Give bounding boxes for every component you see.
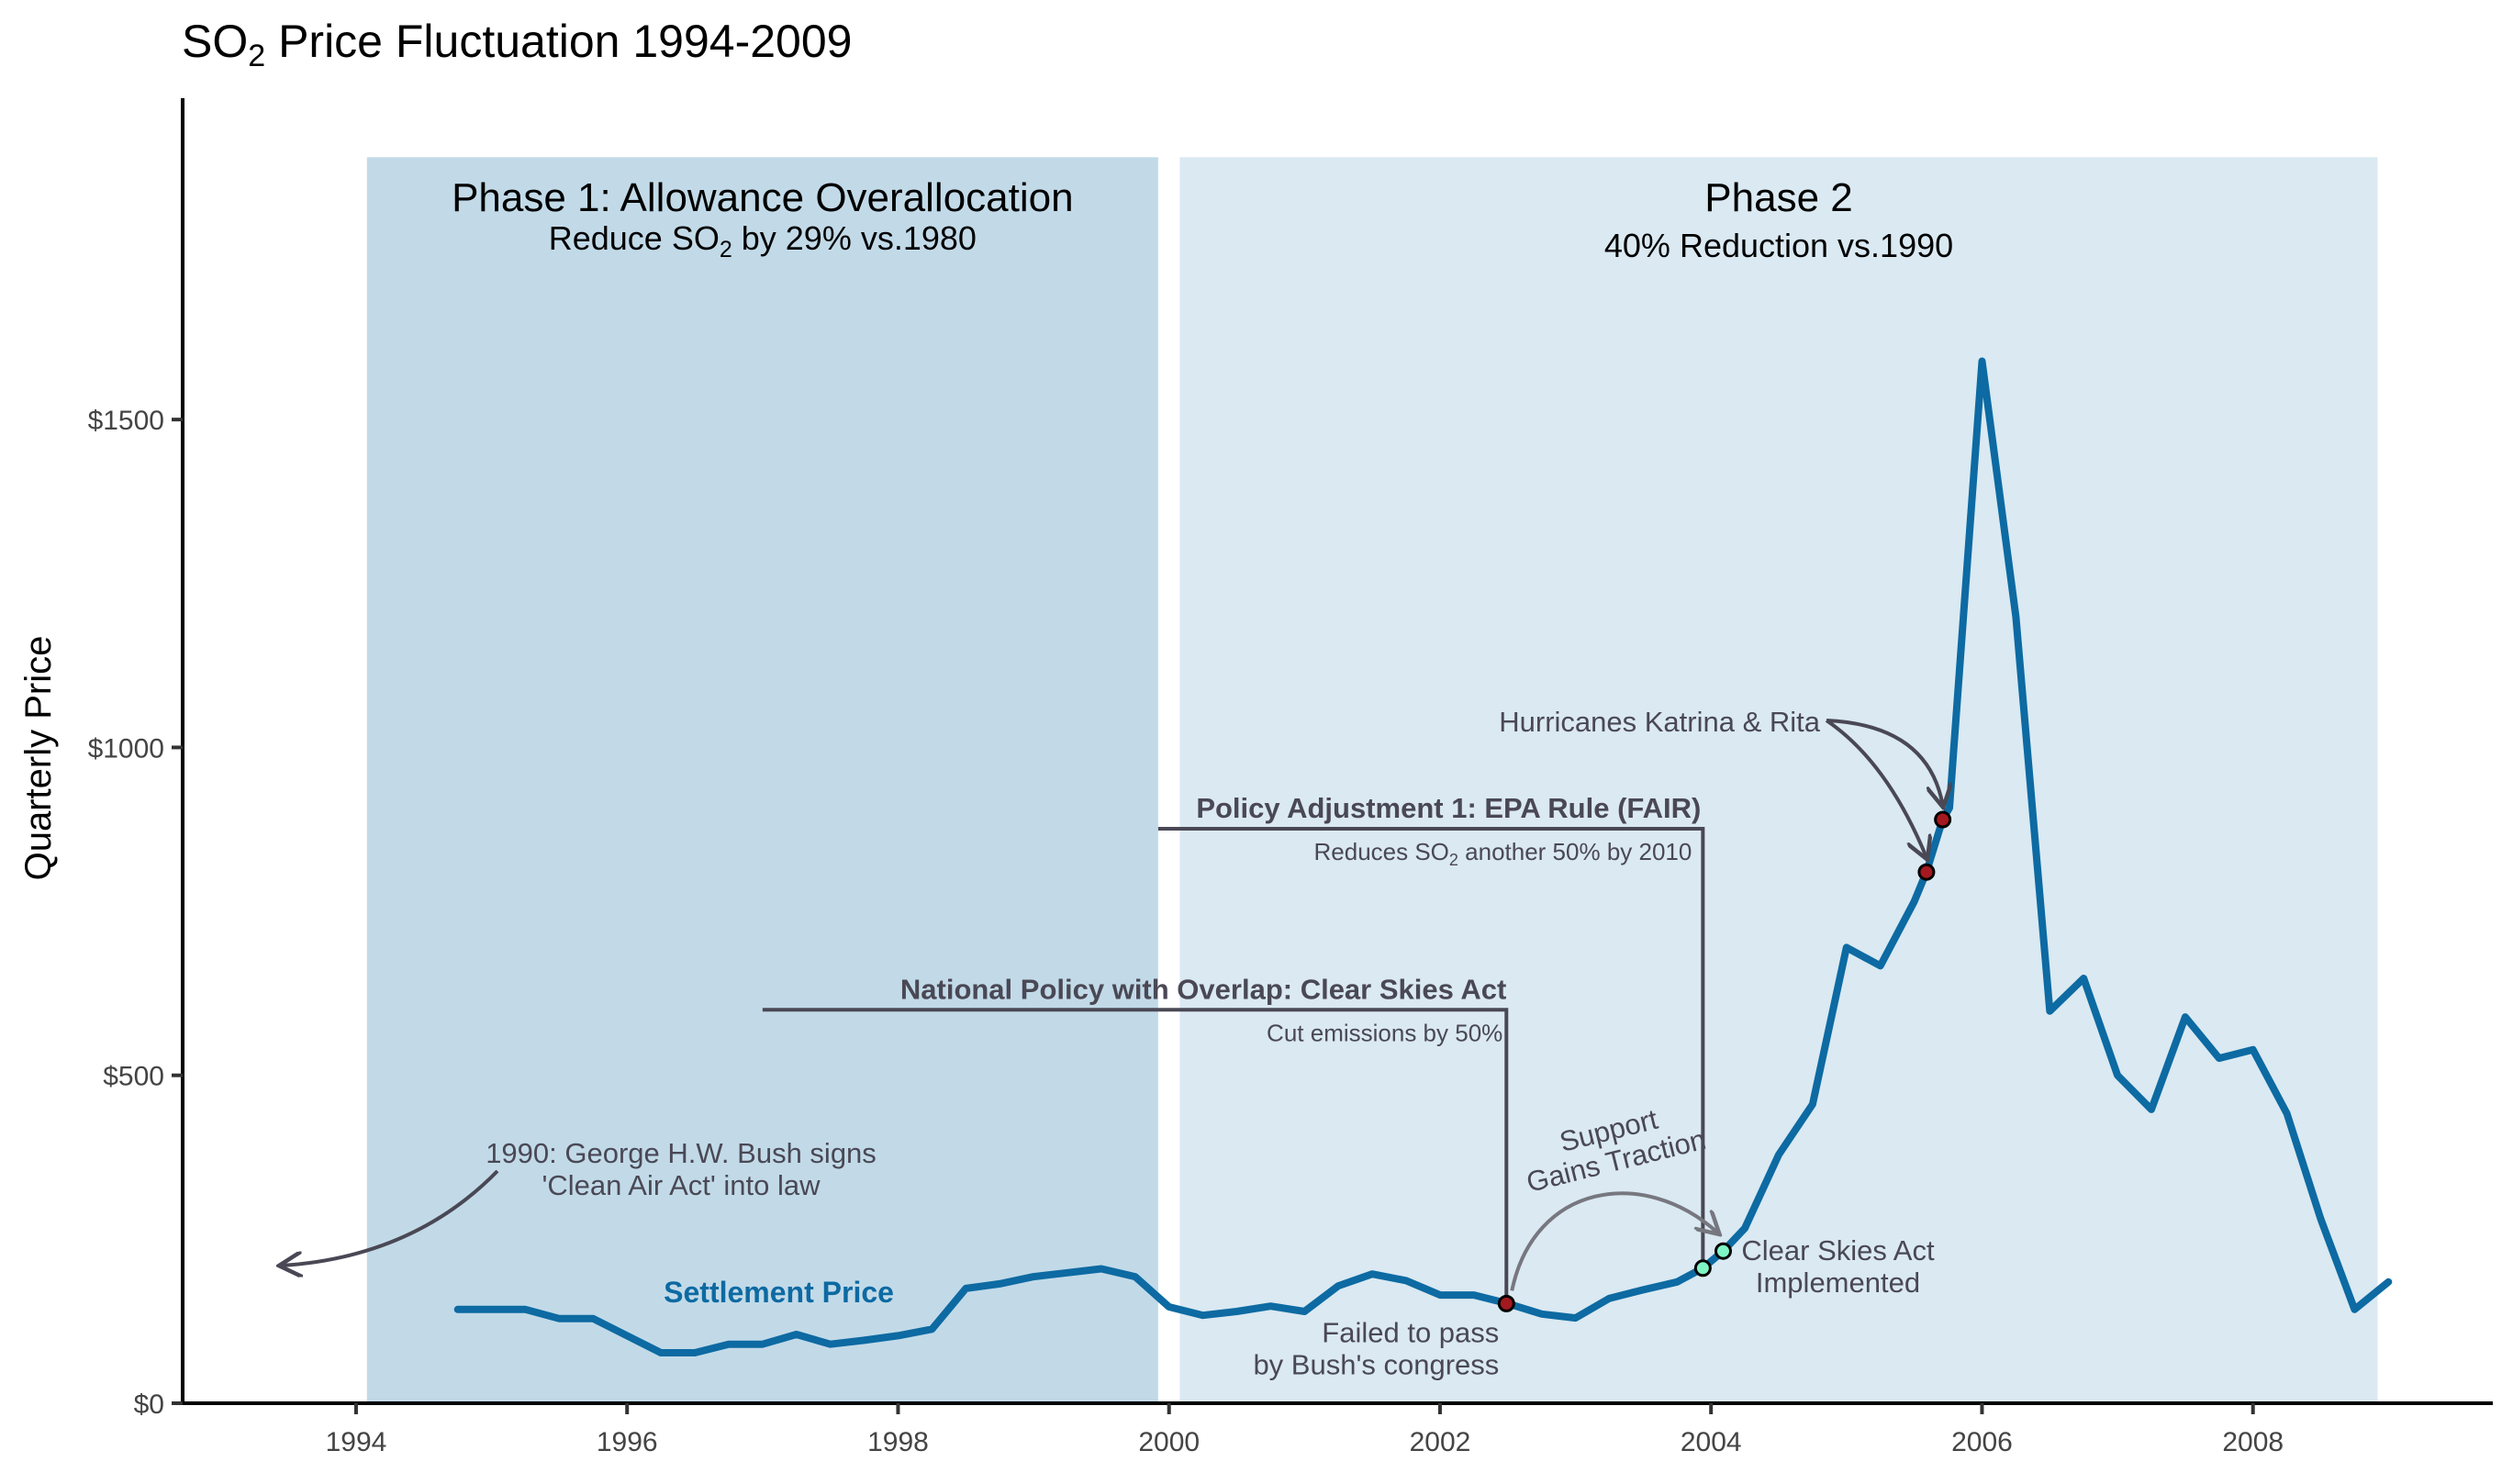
series-label-settlement-price: Settlement Price (664, 1276, 894, 1309)
phase-2-subtitle: 40% Reduction vs.1990 (1604, 227, 1953, 264)
x-tick-label: 1994 (326, 1427, 387, 1457)
x-tick-label: 1998 (867, 1427, 929, 1457)
y-tick-label: $500 (103, 1062, 164, 1092)
phase-1-region (366, 157, 1158, 1404)
fair-bracket (1157, 827, 1705, 1268)
annotation-failed-line1: Failed to pass (1322, 1316, 1499, 1348)
y-axis-title: Quarterly Price (18, 636, 59, 881)
x-tick-label: 2000 (1138, 1427, 1200, 1457)
highlight-points (1497, 810, 1952, 1312)
phase-1-title: Phase 1: Allowance Overallocation (452, 175, 1074, 220)
x-tick-label: 2004 (1681, 1427, 1742, 1457)
phase-1-subtitle: Reduce SO2 by 29% vs.1980 (549, 219, 977, 262)
annotation-implemented-line1: Clear Skies Act (1741, 1234, 1935, 1266)
y-axis-ticks: $0 $500 $1000 $1500 (88, 406, 183, 1420)
annotation-clear-skies-subtitle: Cut emissions by 50% (1267, 1019, 1502, 1046)
policy-brackets (762, 827, 1705, 1304)
implemented-point (1714, 1242, 1732, 1260)
phase-2-region (1179, 157, 2378, 1404)
implemented-point (1693, 1259, 1712, 1278)
chart-title: SO2 Price Fluctuation 1994-2009 (182, 16, 852, 73)
bush-1990-arrow (282, 1169, 499, 1266)
annotation-clear-skies-title: National Policy with Overlap: Clear Skie… (900, 973, 1506, 1005)
x-axis-ticks: 1994 1996 1998 2000 2002 2004 2006 2008 (326, 1403, 2284, 1457)
hurricane-point (1934, 810, 1952, 829)
x-tick-label: 1996 (597, 1427, 658, 1457)
hurricane-arrow-rita (1826, 719, 1943, 805)
clear-skies-bracket (762, 1008, 1509, 1304)
annotation-implemented-line2: Implemented (1756, 1266, 1920, 1299)
annotation-bush-1990-line2: 'Clean Air Act' into law (542, 1169, 821, 1201)
phase-backgrounds (366, 157, 2378, 1404)
support-gains-traction-arrow (1510, 1191, 1717, 1291)
x-tick-label: 2006 (1951, 1427, 2013, 1457)
hurricane-point (1917, 863, 1936, 881)
hurricane-arrow-katrina (1825, 719, 1927, 857)
annotation-fair-title: Policy Adjustment 1: EPA Rule (FAIR) (1196, 792, 1701, 824)
annotation-failed-line2: by Bush's congress (1253, 1348, 1499, 1380)
annotation-hurricanes: Hurricanes Katrina & Rita (1499, 706, 1821, 738)
failed-point (1497, 1294, 1515, 1312)
y-tick-label: $1500 (88, 406, 164, 436)
settlement-price-line (453, 357, 2393, 1356)
x-tick-label: 2008 (2222, 1427, 2284, 1457)
annotation-bush-1990-line1: 1990: George H.W. Bush signs (486, 1137, 877, 1169)
annotation-fair-subtitle: Reduces SO2 another 50% by 2010 (1314, 838, 1692, 869)
y-tick-label: $0 (134, 1389, 164, 1420)
y-tick-label: $1000 (88, 733, 164, 764)
phase-2-title: Phase 2 (1704, 175, 1852, 220)
x-tick-label: 2002 (1410, 1427, 1471, 1457)
